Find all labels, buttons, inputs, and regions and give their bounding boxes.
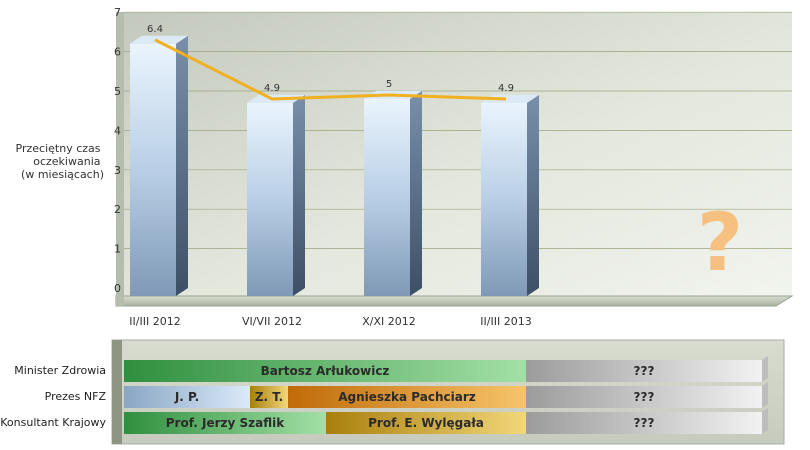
bar-series: [130, 35, 539, 296]
x-tick-label: II/III 2012: [129, 315, 180, 328]
data-label: 4.9: [264, 83, 280, 94]
bar: [130, 43, 176, 296]
y-tick-label: 2: [114, 203, 121, 216]
timeline-segment-label: ???: [634, 364, 655, 378]
y-axis-strip: [116, 12, 124, 306]
timeline-segment: [288, 386, 526, 408]
y-tick-label: 5: [114, 85, 121, 98]
plot-background: [124, 12, 792, 296]
x-tick-labels: II/III 2012 VI/VII 2012 X/XI 2012 II/III 20…: [129, 315, 531, 328]
line-path: [154, 38, 507, 101]
timeline-segment-label: J. P.: [174, 390, 199, 404]
timeline: Bartosz Arłukowicz ??? J. P. Z. T. Agnieszka…: [124, 356, 768, 434]
y-tick-label: 1: [114, 243, 121, 256]
bar-top: [130, 35, 188, 44]
timeline-row-edge: [762, 382, 768, 408]
y-tick-label: 6: [114, 46, 121, 59]
timeline-segment: [124, 412, 326, 434]
x-tick-label: II/III 2013: [480, 315, 531, 328]
timeline-segment-label: Prof. E. Wylęgała: [368, 416, 484, 430]
timeline-row-edge: [762, 356, 768, 382]
bar: [247, 102, 293, 296]
timeline-segment: [526, 360, 762, 382]
plot-floor: [115, 295, 794, 307]
bar: [481, 102, 527, 296]
timeline-segment-label: Z. T.: [255, 390, 283, 404]
x-tick-label: VI/VII 2012: [242, 315, 302, 328]
bar-side: [410, 90, 422, 296]
timeline-segment-label: Prof. Jerzy Szaflik: [166, 416, 285, 430]
y-tick-label: 7: [114, 6, 121, 19]
timeline-segment: [326, 412, 526, 434]
bar-side: [293, 94, 305, 296]
data-label: 5: [386, 79, 392, 90]
timeline-segment: [250, 386, 288, 408]
y-axis-label: Przeciętny czas oczekiwania (w miesiącac…: [16, 142, 104, 181]
timeline-segment-label: Agnieszka Pachciarz: [338, 390, 476, 404]
grid: [124, 11, 792, 249]
timeline-row-label: Minister Zdrowia: [14, 364, 106, 377]
timeline-row-label: Konsultant Krajowy: [0, 416, 106, 429]
bar-side: [176, 35, 188, 296]
bar-side: [527, 94, 539, 296]
timeline-segment: [124, 360, 526, 382]
timeline-segment: [124, 386, 250, 408]
y-tick-label: 3: [114, 164, 121, 177]
timeline-segment: [526, 386, 762, 408]
data-label: 6.4: [147, 24, 163, 35]
timeline-segment-label: ???: [634, 390, 655, 404]
y-tick-label: 0: [114, 282, 121, 295]
data-label: 4.9: [498, 83, 514, 94]
timeline-segment: [526, 412, 762, 434]
bar: [364, 98, 410, 296]
y-tick-label: 4: [114, 124, 121, 137]
timeline-segment-label: Bartosz Arłukowicz: [261, 364, 390, 378]
timeline-segment-label: ???: [634, 416, 655, 430]
x-tick-label: X/XI 2012: [362, 315, 416, 328]
timeline-row-edge: [762, 408, 768, 434]
timeline-row-label: Prezes NFZ: [44, 390, 106, 403]
timeline-left-strip: [112, 340, 122, 444]
question-mark: ?: [697, 196, 743, 289]
line-series: 6.4 4.9 5 4.9: [147, 24, 514, 101]
bar-top: [481, 94, 539, 103]
y-tick-labels: 0 1 2 3 4 5 6 7: [114, 6, 121, 295]
